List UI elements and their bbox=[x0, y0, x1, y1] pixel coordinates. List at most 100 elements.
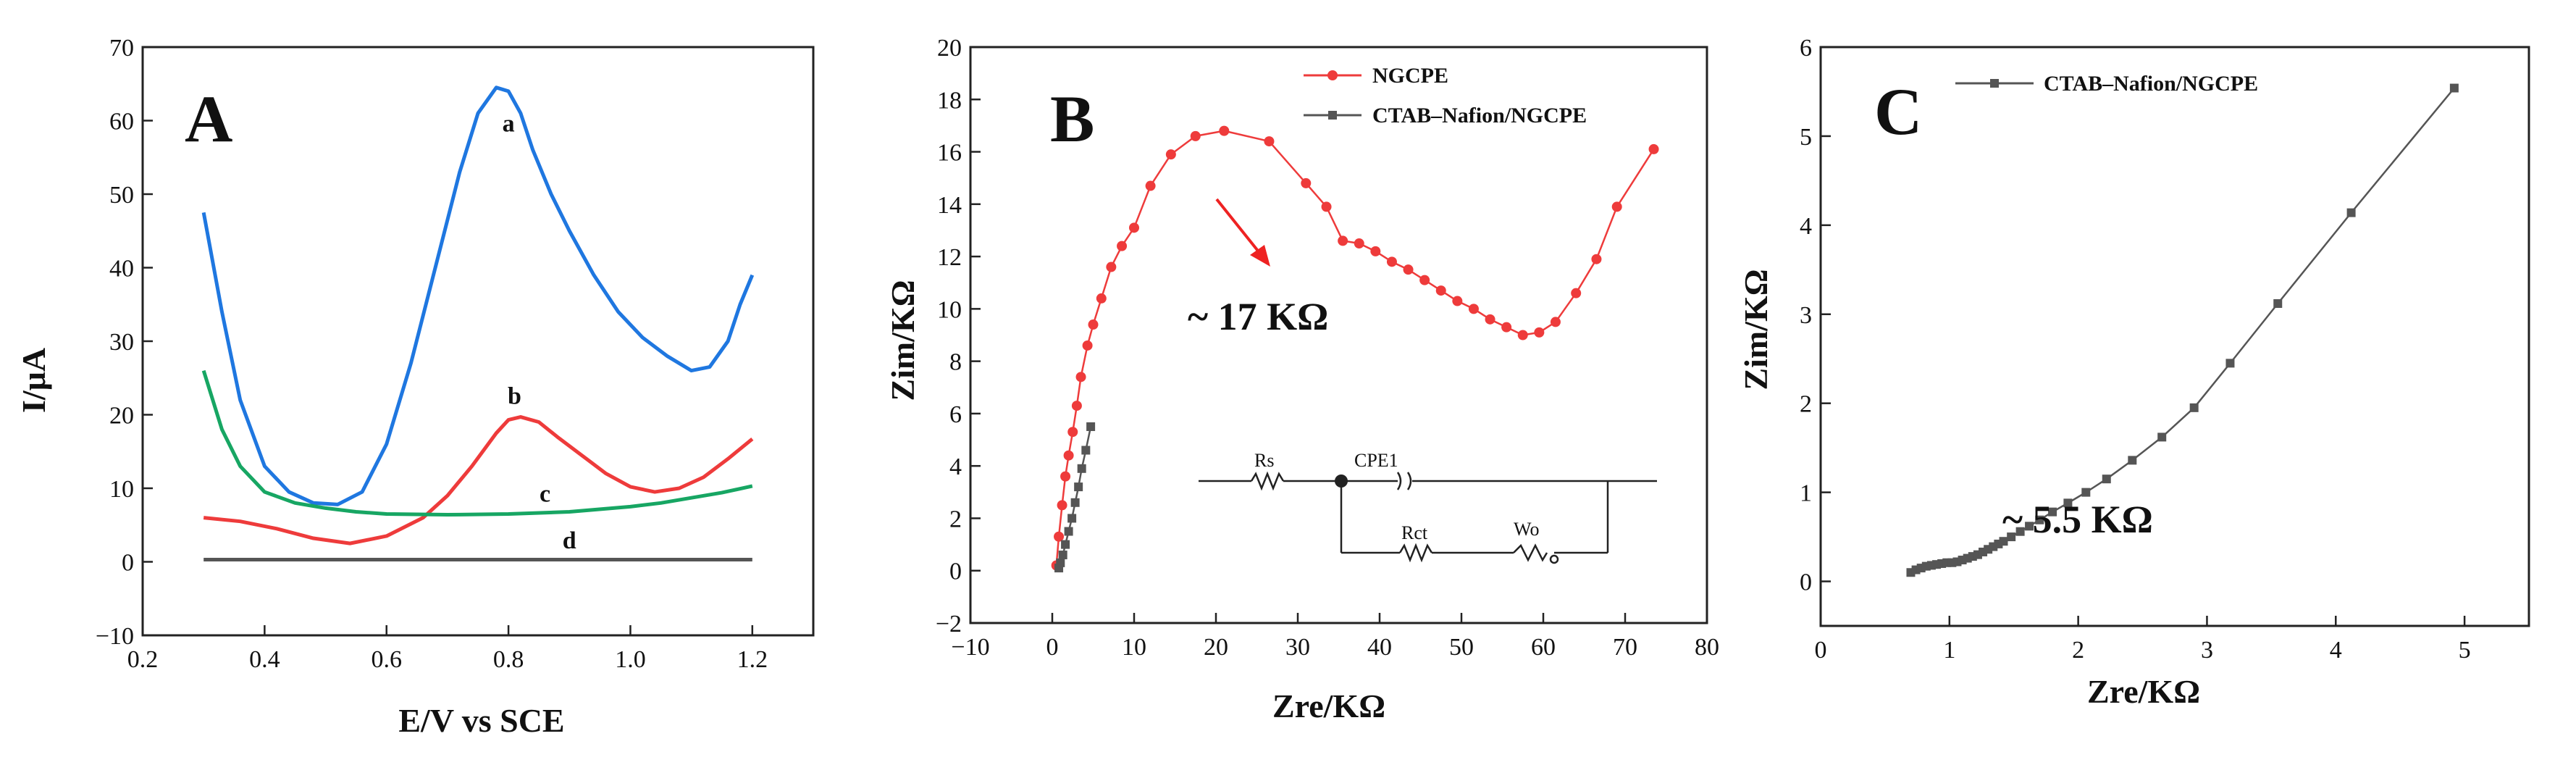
legend-label-ngcpe: NGCPE bbox=[1372, 64, 1448, 88]
curve-label-d: d bbox=[563, 527, 576, 554]
data-point bbox=[1611, 201, 1622, 212]
x-tick-label: 1.0 bbox=[615, 646, 646, 673]
data-point bbox=[1054, 531, 1065, 542]
data-point bbox=[2128, 456, 2137, 465]
data-point bbox=[1060, 471, 1071, 482]
data-point bbox=[2035, 515, 2044, 524]
data-point bbox=[1534, 327, 1545, 338]
data-point bbox=[1096, 293, 1107, 304]
y-tick-label: 12 bbox=[937, 244, 962, 271]
data-point bbox=[2273, 299, 2283, 309]
data-point bbox=[1403, 264, 1414, 275]
data-point bbox=[1999, 537, 2008, 546]
data-point bbox=[1338, 235, 1348, 246]
y-tick-label: 0 bbox=[949, 559, 962, 585]
x-tick-label: 0.6 bbox=[371, 646, 402, 673]
y-tick-label: 16 bbox=[937, 140, 962, 167]
y-tick-label: 20 bbox=[109, 403, 134, 430]
panel-c-ylabel: Zim/KΩ bbox=[1737, 269, 1774, 390]
panel-a-curve-labels: a b cd bbox=[503, 111, 576, 555]
series-line-c bbox=[201, 369, 753, 517]
y-tick-label: 10 bbox=[109, 476, 134, 503]
data-point bbox=[2449, 83, 2459, 93]
y-tick-label: 2 bbox=[949, 506, 962, 532]
x-tick-label: 70 bbox=[1613, 634, 1637, 661]
data-point bbox=[1071, 401, 1082, 411]
data-point bbox=[1074, 482, 1083, 492]
data-point bbox=[2048, 507, 2057, 517]
data-point bbox=[2189, 403, 2199, 412]
panel-b-arrow bbox=[1215, 198, 1262, 255]
data-point bbox=[2063, 498, 2073, 508]
data-point bbox=[1468, 304, 1479, 314]
panel-b: −10 0 10 20 30 40 50 60 70 80−202468101214161820 … bbox=[884, 35, 1719, 724]
data-point bbox=[1452, 296, 1463, 306]
x-tick-label: 10 bbox=[1122, 634, 1146, 661]
x-tick-label: 4 bbox=[2330, 637, 2342, 664]
panel-c-xlabel: Zre/KΩ bbox=[2087, 673, 2200, 710]
x-tick-label: 0 bbox=[1046, 634, 1059, 661]
panel-a: 0.2 0.4 0.6 0.8 1.0 1.2 −10 0 10 20 30 40 50 60 70 A E… bbox=[15, 35, 815, 739]
data-point bbox=[1067, 427, 1078, 438]
data-point bbox=[1058, 551, 1067, 560]
x-tick-label: 3 bbox=[2201, 637, 2213, 664]
panel-b-frame bbox=[969, 46, 1708, 624]
panel-b-xlabel: Zre/KΩ bbox=[1272, 687, 1385, 724]
panel-a-ticks: 0.2 0.4 0.6 0.8 1.0 1.2 −10 0 10 20 30 40 50 60 70 bbox=[96, 35, 768, 673]
data-point bbox=[2157, 432, 2167, 442]
data-point bbox=[1165, 149, 1176, 160]
y-tick-label: 4 bbox=[1800, 213, 1812, 240]
x-tick-label: 0.2 bbox=[127, 646, 159, 673]
data-point bbox=[1386, 256, 1397, 267]
y-tick-label: 1 bbox=[1800, 480, 1812, 507]
x-tick-label: 30 bbox=[1285, 634, 1310, 661]
y-tick-label: 8 bbox=[949, 349, 962, 376]
y-tick-label: 14 bbox=[937, 192, 962, 219]
panel-a-ylabel: I/μA bbox=[15, 348, 52, 413]
data-point bbox=[2346, 208, 2356, 217]
y-tick-label: 0 bbox=[122, 550, 134, 577]
panel-c-label: C bbox=[1874, 75, 1922, 149]
circuit-label-cpe1: CPE1 bbox=[1354, 450, 1398, 471]
panel-c-series bbox=[1906, 83, 2459, 577]
data-point bbox=[2015, 527, 2025, 536]
data-point bbox=[1145, 180, 1156, 191]
data-point bbox=[1064, 527, 1073, 536]
y-tick-label: 30 bbox=[109, 329, 134, 356]
x-tick-label: −10 bbox=[951, 634, 989, 661]
data-point bbox=[1067, 514, 1077, 523]
circuit-label-wo: Wo bbox=[1514, 519, 1539, 540]
legend-marker-ctab-c bbox=[1990, 79, 1999, 88]
y-tick-label: 20 bbox=[937, 35, 962, 62]
panel-c-frame bbox=[1819, 46, 2530, 627]
data-point bbox=[1081, 446, 1091, 455]
data-point bbox=[1056, 558, 1065, 567]
series-line-b bbox=[203, 415, 754, 545]
y-tick-label: 60 bbox=[109, 109, 134, 135]
circuit-label-rs: Rs bbox=[1254, 450, 1274, 471]
data-point bbox=[1517, 330, 1528, 340]
y-tick-label: 70 bbox=[109, 35, 134, 62]
panel-c-annotation: ~ 5.5 KΩ bbox=[2002, 498, 2153, 541]
y-tick-label: 18 bbox=[937, 87, 962, 114]
x-tick-label: 0.4 bbox=[249, 646, 280, 673]
data-point bbox=[1070, 498, 1080, 507]
panel-c-legend: CTAB–Nafion/NGCPE bbox=[1955, 72, 2258, 96]
y-tick-label: 5 bbox=[1800, 124, 1812, 151]
y-tick-label: 4 bbox=[949, 453, 962, 480]
data-point bbox=[1648, 143, 1659, 154]
panel-a-label: A bbox=[185, 82, 232, 156]
legend-marker-ctab bbox=[1328, 111, 1337, 120]
y-tick-label: 6 bbox=[949, 401, 962, 428]
legend-label-ctab: CTAB–Nafion/NGCPE bbox=[1372, 104, 1587, 128]
y-tick-label: 40 bbox=[109, 256, 134, 283]
circuit-label-rct: Rct bbox=[1401, 522, 1428, 543]
legend-marker-ngcpe bbox=[1327, 70, 1338, 80]
data-point bbox=[1057, 500, 1067, 511]
panel-b-annotation: ~ 17 KΩ bbox=[1188, 295, 1328, 338]
data-point bbox=[1354, 238, 1364, 249]
data-point bbox=[1264, 136, 1275, 147]
data-point bbox=[1075, 372, 1086, 382]
data-point bbox=[2081, 488, 2091, 497]
